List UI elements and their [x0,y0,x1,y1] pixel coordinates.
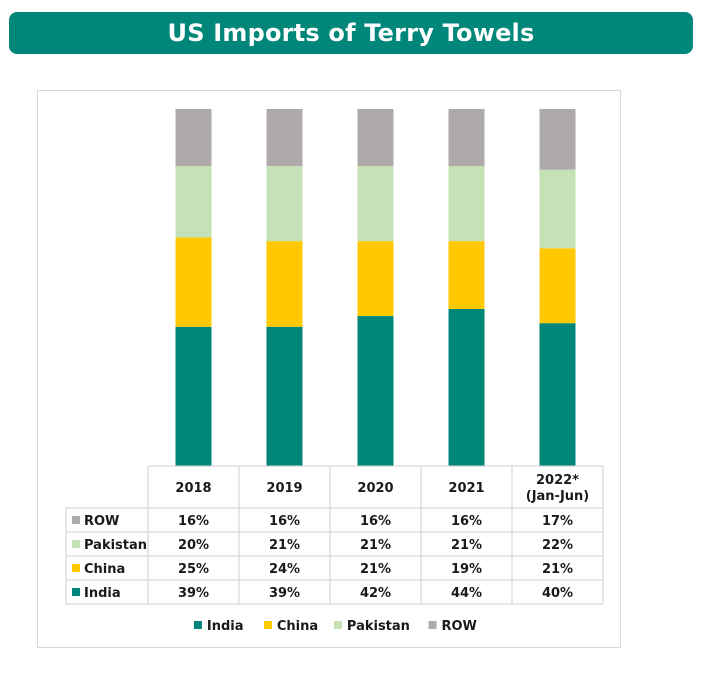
bar-china-2020 [357,241,394,317]
bar-china-2022 [539,248,576,324]
table-swatch-pakistan [72,540,80,548]
category-label-2018: 2018 [175,481,211,496]
data-label-india-2019: 39% [269,586,300,601]
bar-china-2018 [175,237,212,327]
legend-swatch-china [263,621,272,629]
data-label-row-2021: 16% [451,514,482,529]
data-label-china-2019: 24% [269,562,300,577]
stacked-bar-chart: 2018 2019 2020 2021 2022*(Jan-Jun) ROW 16% 16% 1… [65,109,604,634]
data-label-pakistan-2019: 21% [269,538,300,553]
category-label-2020: 2020 [357,481,393,496]
table-swatch-china [72,564,80,572]
legend-swatch-pakistan [333,621,342,629]
data-label-row-2019: 16% [269,514,300,529]
data-label-india-2020: 42% [360,586,391,601]
bar-pakistan-2020 [357,166,394,242]
data-label-china-2018: 25% [178,562,209,577]
bar-india-2021 [448,308,485,466]
data-label-row-2018: 16% [178,514,209,529]
table-row-label-china: China [84,562,125,577]
bar-row-2020 [357,109,394,167]
data-label-india-2022: 40% [542,586,573,601]
bar-pakistan-2019 [266,166,303,242]
legend-swatch-india [193,621,202,629]
bar-china-2019 [266,241,303,327]
category-label-2022: 2022* [536,473,579,488]
data-label-pakistan-2022: 22% [542,538,573,553]
data-label-pakistan-2018: 20% [178,538,209,553]
legend-swatch-row [428,621,437,629]
bar-india-2022 [539,323,576,466]
table-row-label-india: India [84,586,121,601]
legend-label-row: ROW [442,619,477,634]
category-label-2019: 2019 [266,481,302,496]
bar-pakistan-2021 [448,166,485,242]
bar-pakistan-2022 [539,169,576,249]
legend-label-china: China [277,619,318,634]
bar-china-2021 [448,241,485,309]
bar-row-2022 [539,109,576,170]
bar-row-2018 [175,109,212,167]
data-label-china-2020: 21% [360,562,391,577]
table-swatch-india [72,588,80,596]
data-label-pakistan-2020: 21% [360,538,391,553]
category-label-2021: 2021 [448,481,484,496]
bar-pakistan-2018 [175,166,212,238]
legend-label-pakistan: Pakistan [347,619,410,634]
chart-panel: 2018 2019 2020 2021 2022* (Jan-Jun) ROW 16% 16% 1… [37,90,621,648]
chart-title: US Imports of Terry Towels [167,19,535,47]
bar-row-2021 [448,109,485,167]
data-label-pakistan-2021: 21% [451,538,482,553]
data-label-row-2022: 17% [542,514,573,529]
table-swatch-row [72,516,80,524]
data-label-india-2021: 44% [451,586,482,601]
bar-row-2019 [266,109,303,167]
data-label-row-2020: 16% [360,514,391,529]
data-label-china-2021: 19% [451,562,482,577]
data-label-india-2018: 39% [178,586,209,601]
data-label-china-2022: 21% [542,562,573,577]
bar-india-2019 [266,326,303,466]
title-banner: US Imports of Terry Towels [9,12,693,54]
category-label-2022-line-2: (Jan-Jun) [526,489,590,504]
bar-india-2018 [175,326,212,466]
legend-label-india: India [207,619,244,634]
bar-india-2020 [357,316,394,466]
table-row-label-pakistan: Pakistan [84,538,147,553]
table-row-label-row: ROW [84,514,119,529]
